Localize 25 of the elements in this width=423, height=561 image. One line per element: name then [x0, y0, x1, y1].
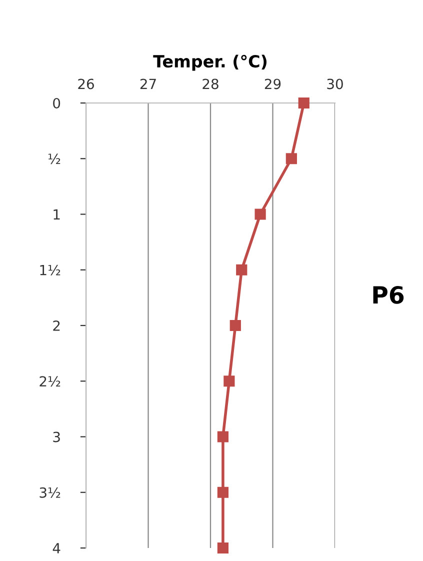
- x-tick-label: 26: [78, 78, 94, 90]
- point: [254, 208, 266, 220]
- point: [217, 542, 229, 554]
- point: [286, 153, 297, 164]
- y-tick-label: 3½: [40, 487, 60, 498]
- y-tick-label: 0: [53, 98, 60, 108]
- text: P6: [373, 286, 404, 304]
- x-tick-label: 30: [327, 78, 343, 90]
- x-axis-title: Temper. (°C): [153, 54, 266, 71]
- y-tick-label: 2½: [40, 376, 60, 387]
- point: [224, 376, 235, 387]
- x-tick-label: 28: [202, 78, 218, 90]
- y-tick-label: 3: [53, 432, 60, 442]
- y-tick-label: 1½: [40, 264, 60, 276]
- point: [298, 97, 310, 109]
- y-tick-label: ½: [48, 154, 60, 164]
- y-tick-label: 4: [52, 543, 60, 554]
- y-tick-label: 2: [53, 320, 60, 331]
- point: [217, 486, 229, 498]
- point: [236, 264, 248, 276]
- x-tick-label: 27: [140, 78, 156, 89]
- y-tick-label: 1: [54, 209, 60, 220]
- point: [217, 431, 229, 442]
- point: [230, 320, 241, 332]
- x-tick-label: 29: [264, 78, 281, 90]
